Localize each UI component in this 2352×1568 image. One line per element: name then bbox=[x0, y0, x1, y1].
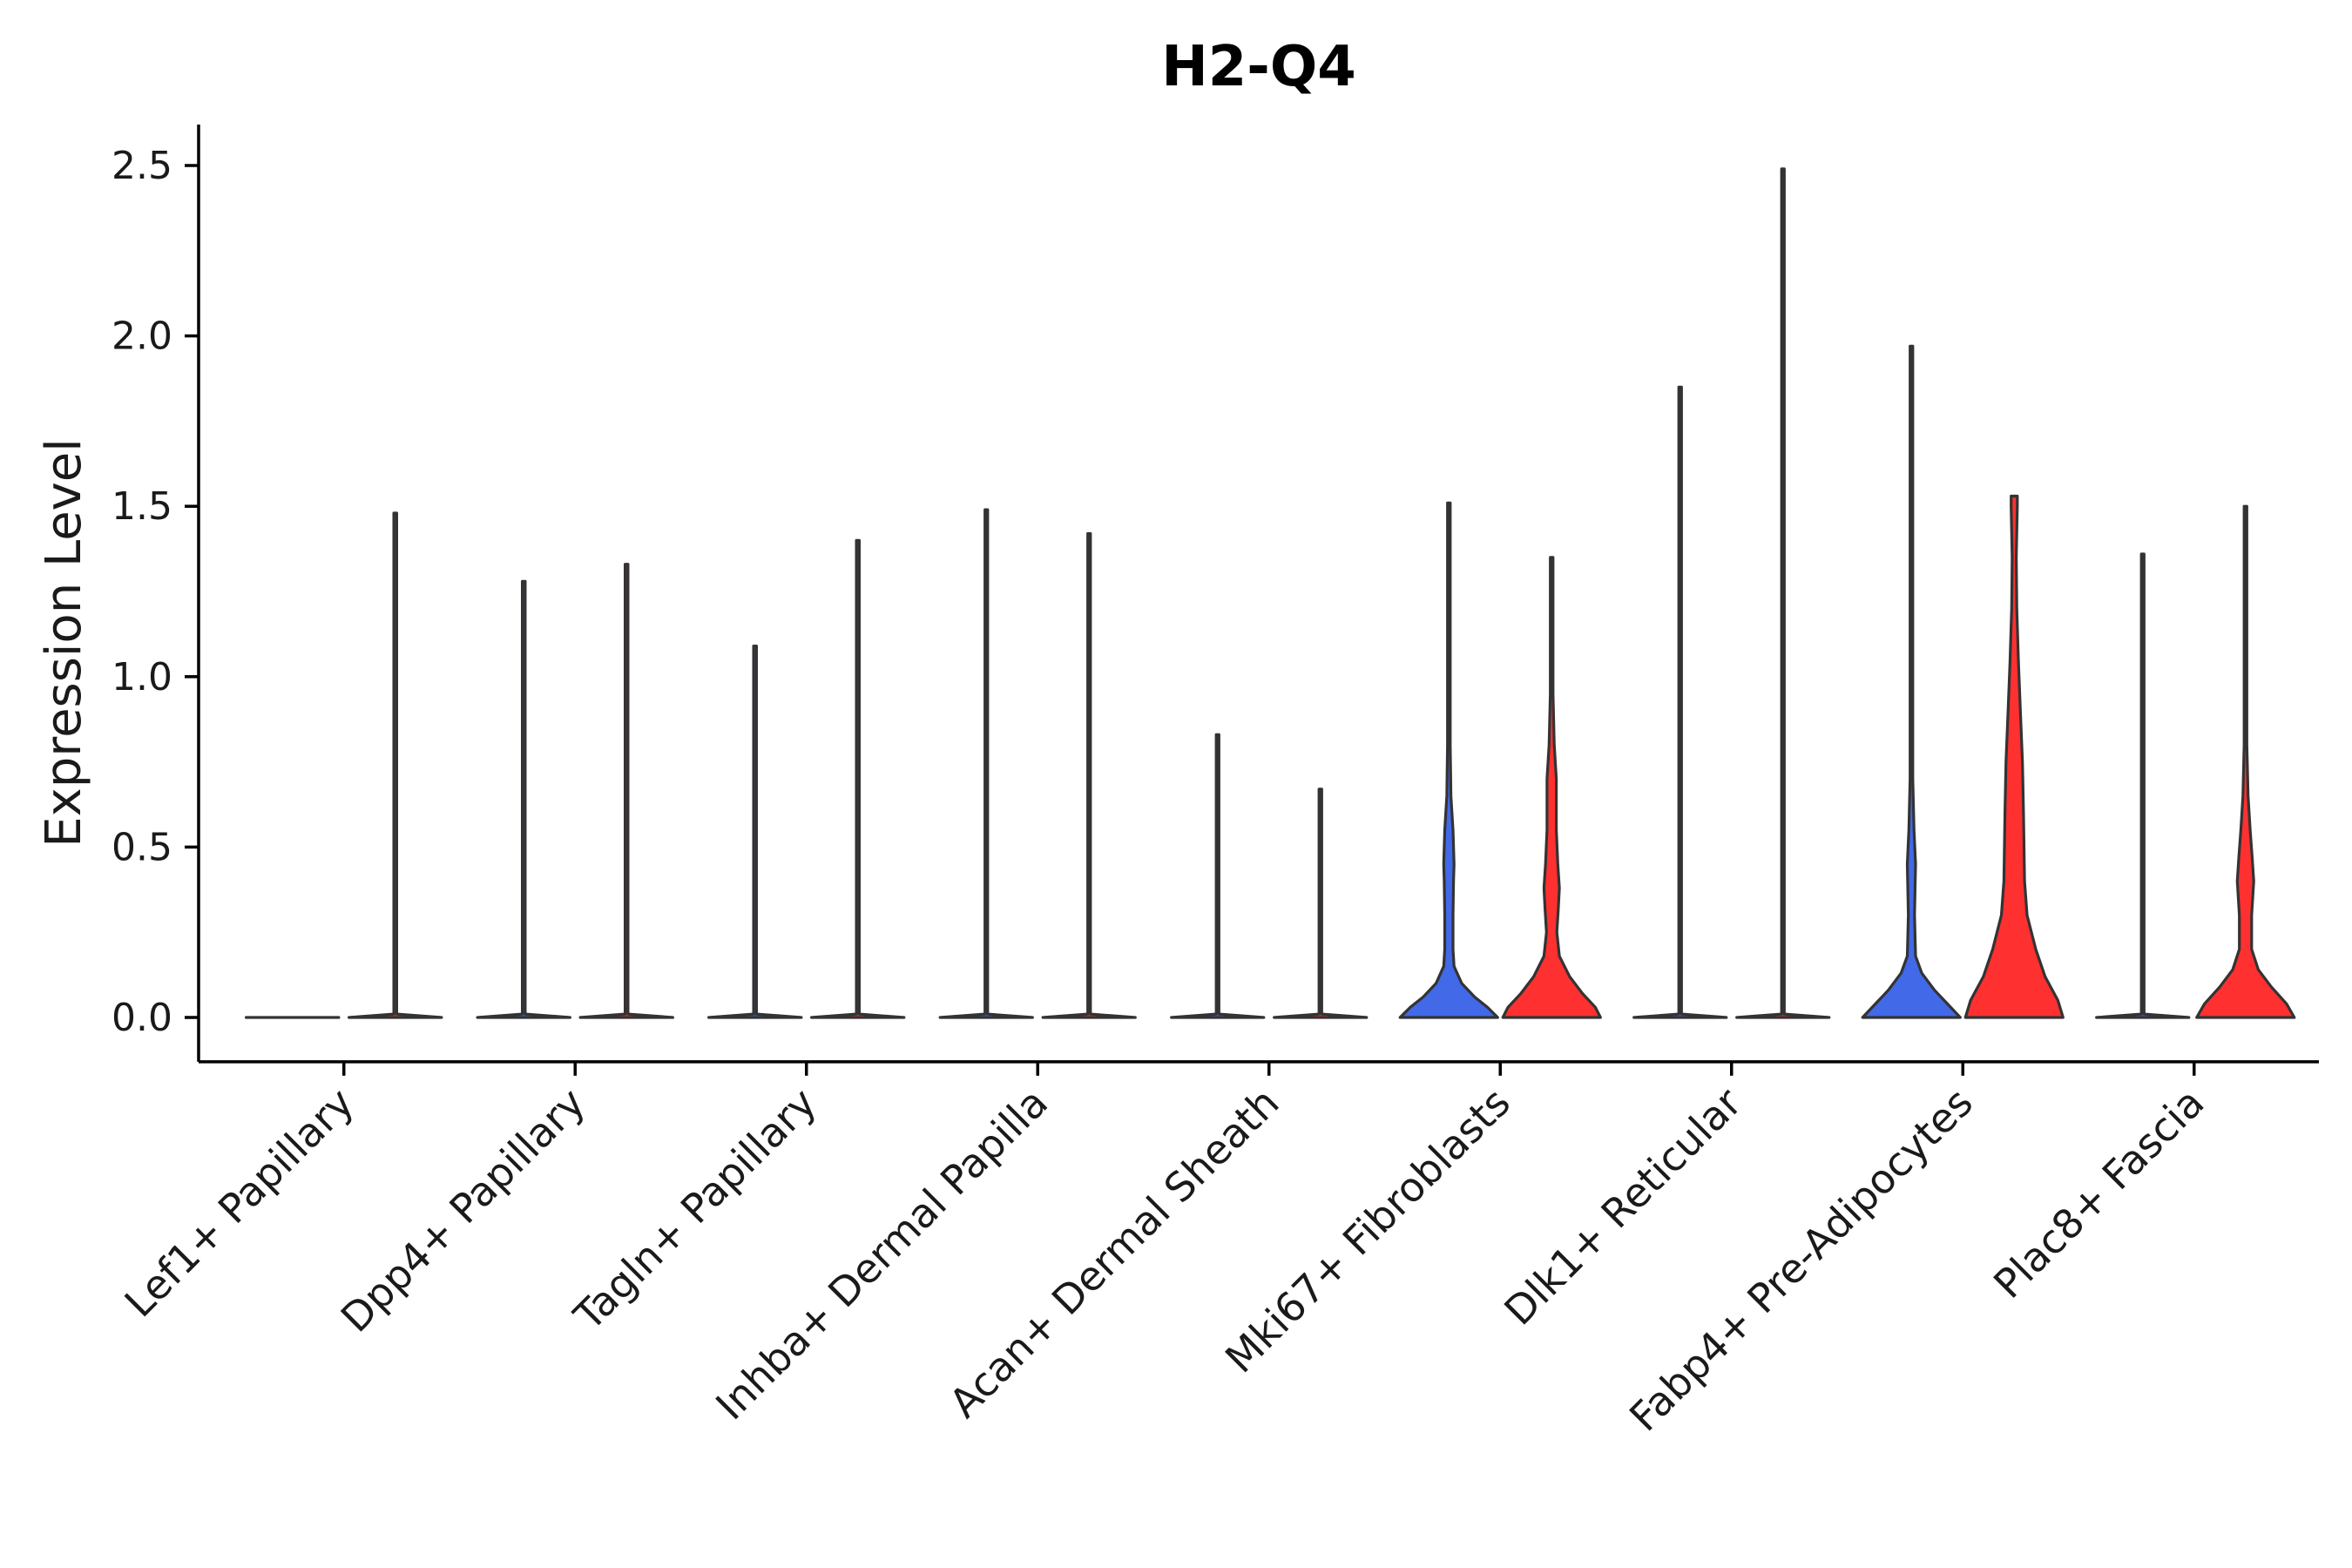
violin-dpp4-papillary-group_b bbox=[578, 563, 674, 1019]
violin-lef1-papillary-group_b bbox=[348, 511, 443, 1019]
violin-layer bbox=[245, 167, 2296, 1019]
violin-mki67-fibroblasts-group_b bbox=[1501, 556, 1602, 1019]
y-tick-label: 2.5 bbox=[112, 144, 172, 188]
violin-fabp4-pre-adipocytes-group_b bbox=[1963, 494, 2065, 1019]
x-tick-label: Dlk1+ Reticular bbox=[1495, 1078, 1750, 1334]
y-tick-label: 1.5 bbox=[112, 484, 172, 529]
violin-dpp4-papillary-group_a bbox=[476, 579, 571, 1019]
violin-tagln-papillary-group_b bbox=[810, 538, 906, 1019]
violin-inhba-dermal-papilla-group_a bbox=[938, 508, 1034, 1019]
y-tick-label: 0.5 bbox=[112, 825, 172, 869]
violin-dlk1-reticular-group_a bbox=[1632, 385, 1728, 1019]
x-tick-label: Tagln+ Papillary bbox=[564, 1078, 826, 1340]
chart-title: H2-Q4 bbox=[1161, 35, 1356, 99]
y-tick-label: 0.0 bbox=[112, 996, 172, 1040]
y-tick-label: 2.0 bbox=[112, 314, 172, 359]
violin-acan-dermal-sheath-group_b bbox=[1273, 787, 1369, 1019]
x-tick-label: Lef1+ Papillary bbox=[116, 1078, 363, 1326]
violin-dlk1-reticular-group_b bbox=[1735, 167, 1831, 1019]
violin-plac8-fascia-group_a bbox=[2095, 552, 2191, 1019]
violin-mki67-fibroblasts-group_a bbox=[1398, 501, 1499, 1019]
y-axis-title: Expression Level bbox=[36, 438, 92, 848]
violin-acan-dermal-sheath-group_a bbox=[1170, 733, 1266, 1019]
y-tick-label: 1.0 bbox=[112, 655, 172, 700]
violin-inhba-dermal-papilla-group_b bbox=[1041, 531, 1137, 1019]
violin-fabp4-pre-adipocytes-group_a bbox=[1861, 344, 1962, 1019]
x-tick-label: Dpp4+ Papillary bbox=[332, 1078, 594, 1341]
violin-plac8-fascia-group_b bbox=[2195, 504, 2296, 1019]
x-tick-label: Plac8+ Fascia bbox=[1984, 1078, 2213, 1307]
violin-tagln-papillary-group_a bbox=[707, 645, 803, 1019]
